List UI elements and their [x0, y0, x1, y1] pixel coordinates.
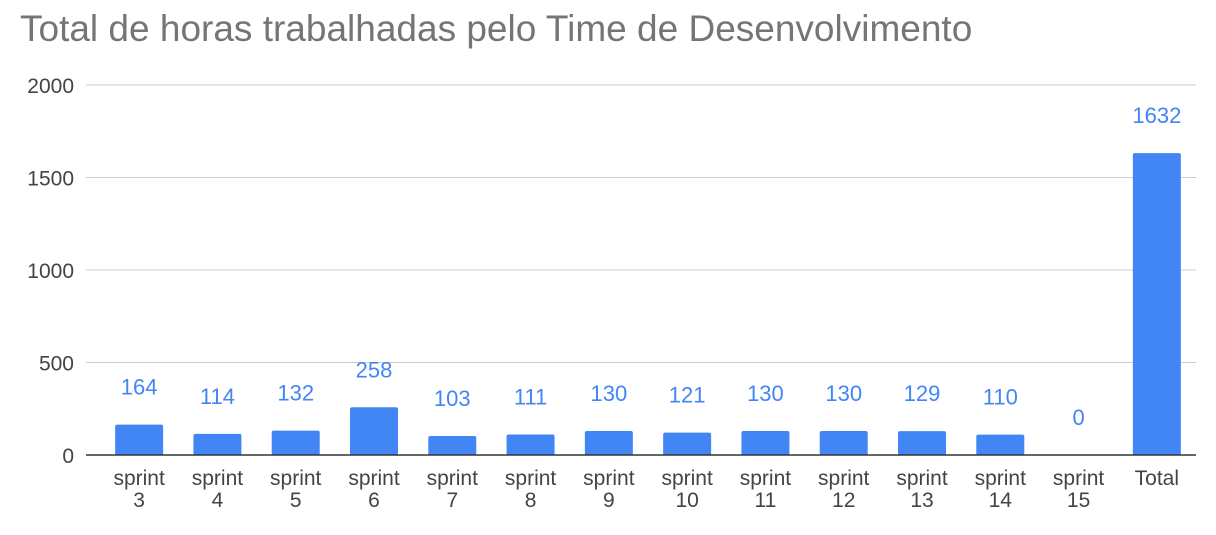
bar: [350, 407, 398, 455]
x-tick-label: 9: [603, 489, 615, 512]
bar: [663, 432, 712, 455]
x-tick-label: sprint: [583, 467, 635, 490]
x-tick-label: 11: [755, 489, 777, 512]
data-label: 130: [825, 381, 862, 406]
data-label: 103: [434, 386, 471, 411]
data-label: 132: [277, 381, 314, 406]
bar: [115, 424, 164, 455]
x-tick-label: sprint: [192, 467, 244, 490]
data-label: 111: [514, 384, 547, 409]
data-label: 121: [669, 383, 706, 408]
grid-layer: [86, 84, 1196, 363]
bar: [819, 430, 868, 455]
x-tick-label: sprint: [896, 467, 948, 490]
bar: [741, 430, 790, 455]
x-tick-label: sprint: [1053, 467, 1105, 490]
bar: [1132, 153, 1181, 455]
bar: [976, 434, 1025, 455]
x-tick-label: sprint: [348, 467, 400, 490]
bar: [193, 433, 242, 455]
data-label: 164: [121, 375, 158, 400]
chart-title: Total de horas trabalhadas pelo Time de …: [20, 8, 973, 49]
x-tick-label: sprint: [661, 467, 713, 490]
x-tick-label: 13: [910, 489, 933, 512]
x-tick-label: Total: [1135, 467, 1179, 490]
x-tick-label: 14: [989, 489, 1013, 512]
x-tick-label: 7: [446, 489, 458, 512]
y-tick-label: 1000: [27, 260, 74, 283]
x-tick-label: sprint: [505, 467, 557, 490]
data-label: 129: [904, 381, 941, 406]
x-tick-label: sprint: [740, 467, 792, 490]
bar-layer: [115, 153, 1181, 455]
x-tick-label: 15: [1067, 489, 1090, 512]
data-label-layer: 164 114 132 258 103 111 130 121 130 130 129 110 0 163…: [121, 103, 1182, 430]
x-tick-label: 4: [212, 489, 224, 512]
bar: [584, 430, 633, 455]
bar: [428, 435, 477, 455]
bar: [506, 434, 555, 455]
x-tick-label: 12: [832, 489, 855, 512]
x-tick-label: 6: [368, 489, 380, 512]
x-tick-label: 10: [675, 489, 698, 512]
x-tick-label: sprint: [427, 467, 479, 490]
data-label: 0: [1072, 405, 1084, 430]
data-label: 110: [983, 385, 1018, 410]
data-label: 130: [590, 381, 627, 406]
y-tick-label: 500: [39, 353, 74, 376]
x-tick-label: 5: [290, 489, 302, 512]
y-tick-label: 2000: [27, 75, 74, 98]
bar: [271, 430, 320, 455]
x-tick-label: 3: [133, 489, 145, 512]
data-label: 114: [200, 384, 235, 409]
x-tick-label: sprint: [975, 467, 1027, 490]
y-tick-label: 1500: [27, 168, 74, 191]
bar: [898, 431, 946, 455]
data-label: 130: [747, 381, 784, 406]
axis-layer: 0500100015002000sprint3sprint4sprint5spr…: [27, 75, 1196, 512]
x-tick-label: 8: [525, 489, 537, 512]
x-tick-label: sprint: [270, 467, 322, 490]
x-tick-label: sprint: [818, 467, 870, 490]
y-tick-label: 0: [62, 445, 74, 468]
data-label: 258: [356, 357, 393, 382]
data-label: 1632: [1132, 103, 1181, 128]
x-tick-label: sprint: [113, 467, 165, 490]
